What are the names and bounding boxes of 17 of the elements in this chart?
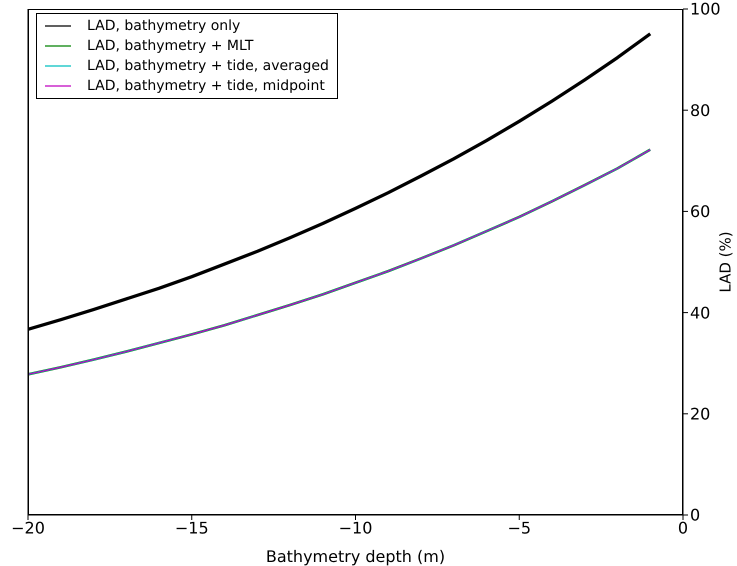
x-tick-label: −20: [11, 518, 45, 538]
y-tick-label: 80: [690, 100, 710, 120]
y-axis-title: LAD (%): [716, 231, 734, 293]
y-tick-label: 40: [690, 303, 710, 322]
y-tick-label: 20: [690, 404, 710, 424]
y-tick-label: 60: [690, 202, 710, 222]
legend-label: LAD, bathymetry + tide, midpoint: [87, 78, 325, 94]
legend-label: LAD, bathymetry only: [87, 18, 240, 34]
legend-label: LAD, bathymetry + MLT: [87, 38, 254, 54]
x-axis-title: Bathymetry depth (m): [266, 547, 446, 566]
x-tick-label: −15: [174, 518, 209, 538]
legend-label: LAD, bathymetry + tide, averaged: [87, 58, 329, 74]
y-tick-label: 100: [690, 0, 721, 19]
x-tick-label: 0: [678, 518, 688, 538]
x-tick-label: −10: [338, 518, 372, 538]
y-tick-label: 0: [690, 506, 700, 525]
x-tick-label: −5: [507, 518, 532, 538]
